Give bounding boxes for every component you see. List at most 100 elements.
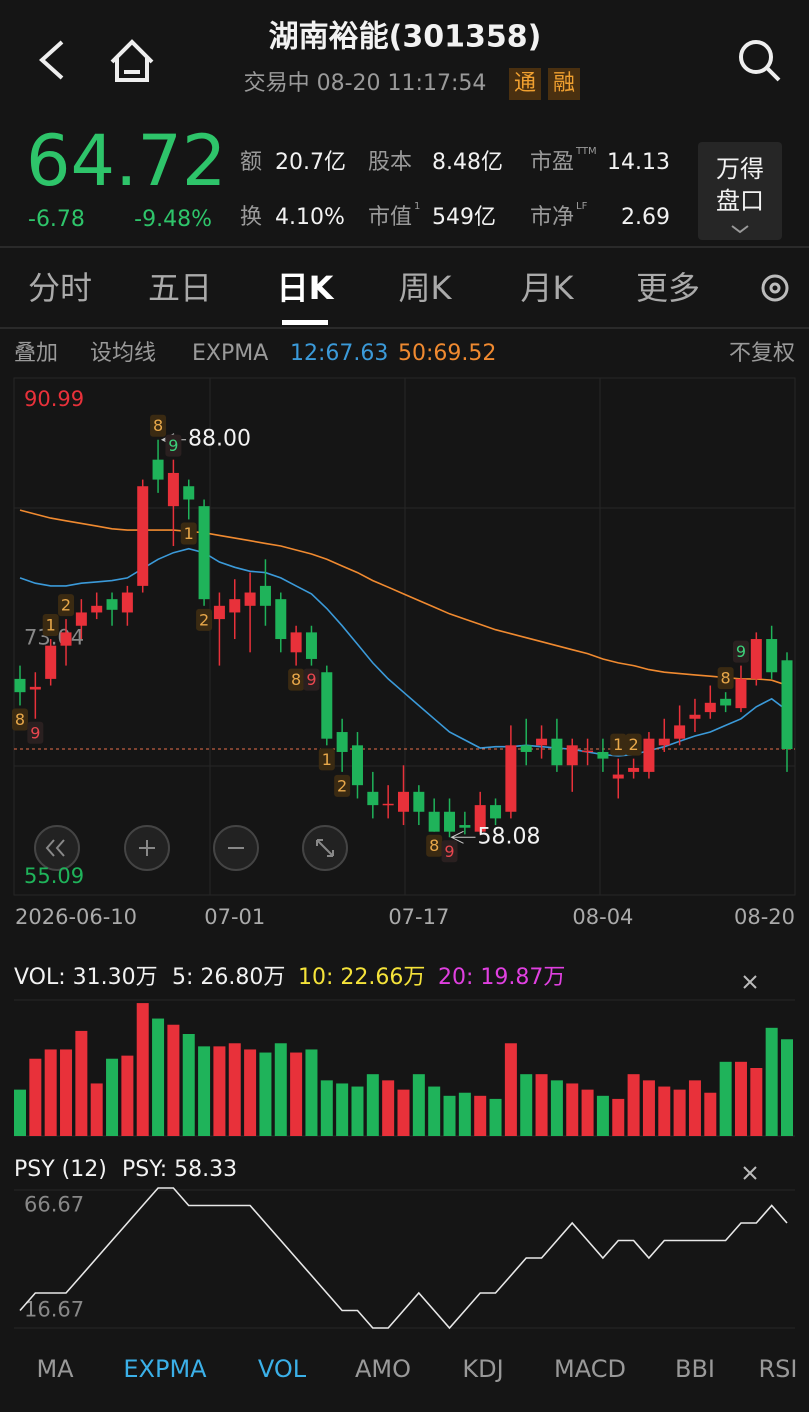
count-label: 1 bbox=[184, 524, 194, 543]
tab[interactable]: 五日 bbox=[148, 269, 212, 307]
candle-body bbox=[566, 745, 578, 766]
bottom-tab[interactable]: MA bbox=[36, 1355, 74, 1383]
search-button[interactable] bbox=[739, 40, 781, 82]
volume-bar bbox=[581, 1089, 594, 1136]
candle-body bbox=[351, 745, 363, 786]
stat-label: 市值 bbox=[368, 205, 412, 230]
expma50-value: 50:69.52 bbox=[398, 341, 496, 366]
volume-bar bbox=[244, 1049, 257, 1136]
stat-label: 市盈 bbox=[530, 150, 574, 175]
vol-legend: 10: 22.66万 bbox=[298, 965, 425, 990]
candle-body bbox=[60, 632, 72, 646]
candle-body bbox=[121, 592, 133, 613]
volume-bar bbox=[642, 1080, 655, 1136]
volume-bar bbox=[673, 1089, 686, 1136]
count-label: 9 bbox=[736, 642, 746, 661]
count-label: 2 bbox=[199, 610, 209, 629]
candle-body bbox=[367, 791, 379, 806]
tab-underline bbox=[282, 320, 328, 325]
stat-value: 14.13 bbox=[607, 150, 670, 175]
home-button[interactable] bbox=[110, 39, 154, 82]
stat-label: 股本 bbox=[368, 150, 412, 175]
count-badge bbox=[12, 708, 28, 731]
bottom-tab[interactable]: AMO bbox=[355, 1355, 411, 1383]
psy-line bbox=[19, 1187, 788, 1330]
count-badge bbox=[610, 733, 627, 756]
wind-button-text: 万得 bbox=[716, 155, 764, 183]
candle-body bbox=[305, 632, 317, 659]
tab[interactable]: 月K bbox=[521, 269, 575, 307]
back-button[interactable] bbox=[39, 40, 64, 80]
volume-bar bbox=[719, 1061, 732, 1136]
candle-body bbox=[444, 811, 456, 832]
x-tick-label: 08-20 bbox=[734, 905, 795, 929]
bottom-tab[interactable]: KDJ bbox=[462, 1355, 503, 1383]
count-label: 1 bbox=[322, 750, 332, 769]
volume-bar bbox=[14, 1089, 26, 1136]
stat-sup: TTM bbox=[575, 146, 597, 157]
psy-legend: PSY (12) bbox=[14, 1157, 107, 1182]
count-badge bbox=[180, 522, 197, 545]
bottom-tab[interactable]: RSI bbox=[759, 1355, 798, 1383]
candle-body bbox=[321, 672, 333, 739]
candle-body bbox=[474, 805, 486, 832]
volume-bar bbox=[535, 1074, 548, 1136]
bottom-tab[interactable]: EXPMA bbox=[123, 1355, 207, 1383]
candle-body bbox=[45, 645, 57, 679]
toolbar-item[interactable]: 设均线 bbox=[90, 341, 156, 366]
volume-bar bbox=[75, 1030, 88, 1136]
volume-bar bbox=[29, 1058, 42, 1136]
vol-legend: VOL: 31.30万 bbox=[14, 965, 158, 990]
stat-value: 20.7亿 bbox=[275, 150, 346, 175]
candle-body bbox=[750, 639, 762, 679]
settings-button[interactable] bbox=[761, 274, 789, 302]
psy-tick-label: 16.67 bbox=[24, 1297, 84, 1321]
candle-body bbox=[75, 612, 87, 626]
tab[interactable]: 更多 bbox=[636, 269, 700, 307]
volume-bar bbox=[167, 1024, 180, 1136]
psy-legend: PSY: 58.33 bbox=[122, 1157, 237, 1182]
candle-body bbox=[720, 698, 732, 706]
volume-bar bbox=[397, 1089, 410, 1136]
count-label: 8 bbox=[15, 710, 25, 729]
wind-button[interactable] bbox=[698, 142, 782, 240]
count-label: 8 bbox=[291, 670, 301, 689]
candle-body bbox=[91, 605, 103, 613]
stat-label: 市净 bbox=[530, 205, 574, 230]
close-icons[interactable] bbox=[743, 975, 757, 1180]
candle-body bbox=[582, 750, 594, 753]
expma12-value: 12:67.63 bbox=[290, 341, 388, 366]
wind-button-text: 盘口 bbox=[716, 187, 764, 215]
count-badge bbox=[717, 667, 734, 690]
volume-bar bbox=[228, 1043, 241, 1136]
toolbar-item[interactable]: EXPMA bbox=[192, 341, 268, 366]
volume-bar bbox=[566, 1083, 579, 1136]
candle-body bbox=[106, 599, 118, 610]
zoom-controls[interactable] bbox=[34, 825, 348, 871]
tab[interactable]: 日K bbox=[277, 269, 335, 307]
vol-legend: 20: 19.87万 bbox=[438, 965, 565, 990]
stat-value: 549亿 bbox=[432, 205, 496, 230]
volume-bar bbox=[688, 1080, 701, 1136]
count-label: 2 bbox=[61, 596, 71, 615]
bottom-tab[interactable]: BBI bbox=[675, 1355, 715, 1383]
volume-bar bbox=[351, 1086, 364, 1136]
toolbar-right[interactable]: 不复权 bbox=[729, 341, 795, 366]
y-tick-label: 55.09 bbox=[24, 864, 84, 888]
tag-bg bbox=[509, 68, 541, 100]
bottom-tab[interactable]: VOL bbox=[258, 1355, 307, 1383]
stat-value: 8.48亿 bbox=[432, 150, 503, 175]
tag: 通 bbox=[514, 71, 536, 96]
toolbar-item[interactable]: 叠加 bbox=[14, 341, 58, 366]
bottom-tab[interactable]: MACD bbox=[554, 1355, 626, 1383]
tab[interactable]: 分时 bbox=[28, 269, 92, 307]
volume-bar bbox=[382, 1080, 395, 1136]
volume-bar bbox=[612, 1098, 625, 1136]
tab[interactable]: 周K bbox=[399, 269, 453, 307]
candle-body bbox=[628, 767, 640, 772]
volume-bar bbox=[44, 1049, 57, 1136]
candle-body bbox=[275, 599, 287, 640]
candle-body bbox=[14, 678, 26, 693]
stat-value: 2.69 bbox=[621, 205, 670, 230]
candle-body bbox=[213, 605, 225, 620]
